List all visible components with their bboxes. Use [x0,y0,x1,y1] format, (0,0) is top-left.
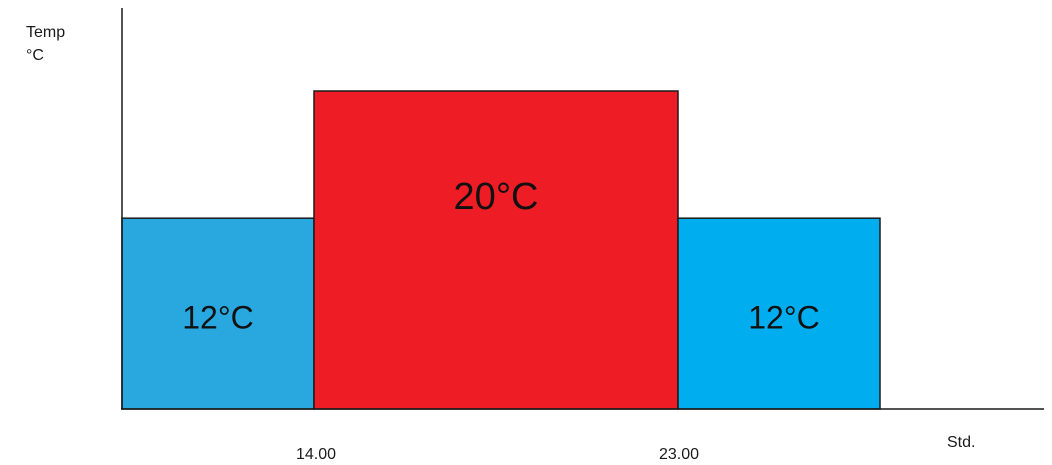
bar-label-1: 12°C [182,300,254,336]
bar-label-3: 12°C [748,300,820,336]
bar-1 [121,217,315,410]
x-tick-label-23: 23.00 [659,446,699,463]
y-axis-label-line-2: °C [26,47,44,64]
x-tick-label-14: 14.00 [296,446,336,463]
bar-2 [313,90,679,410]
y-axis-label-line-1: Temp [26,24,65,41]
x-axis-label: Std. [947,434,975,451]
bar-3 [677,217,881,410]
bar-label-2: 20°C [454,176,539,218]
bars-layer: 12°C 20°C 12°C [121,90,881,410]
